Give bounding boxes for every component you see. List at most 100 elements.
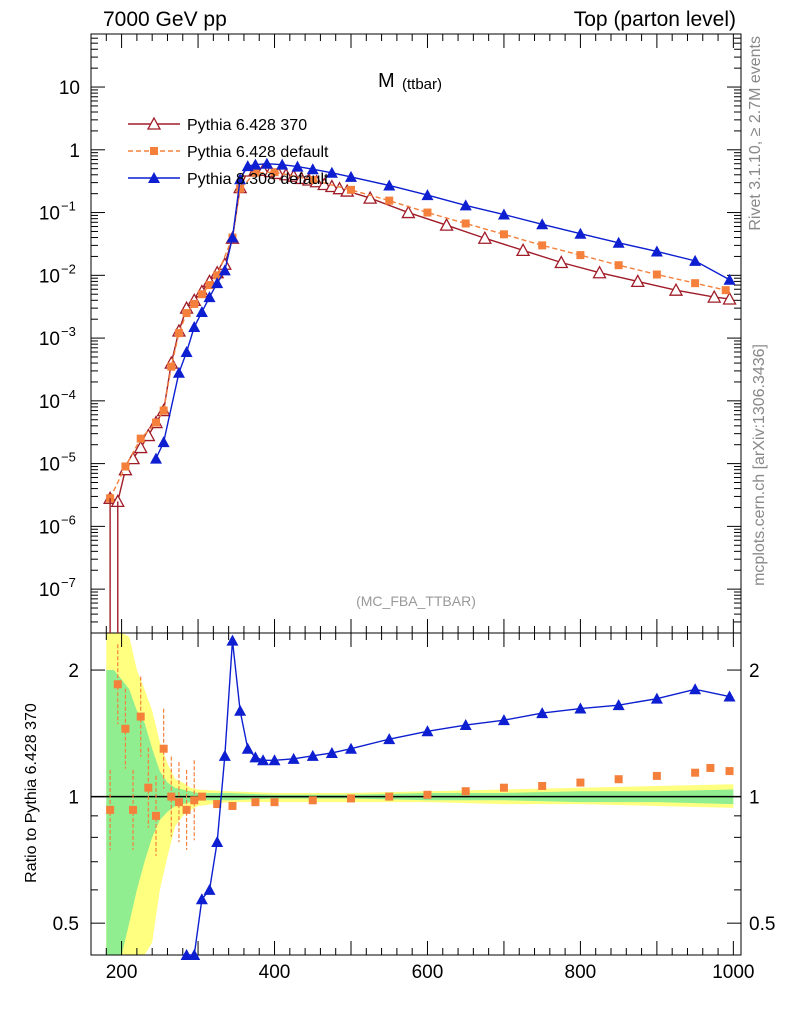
x-tick-label: 600 — [412, 962, 444, 983]
data-point — [385, 196, 394, 205]
ratio-point — [612, 699, 625, 711]
ratio-axis-label: Ratio to Pythia 6.428 370 — [23, 703, 40, 883]
series-1 — [106, 168, 730, 503]
data-point — [592, 265, 607, 279]
ratio-point — [182, 805, 191, 814]
ratio-point — [421, 725, 434, 737]
data-point — [477, 230, 492, 244]
data-point — [723, 273, 736, 285]
legend: Pythia 6.428 370 Pythia 6.428 default Pyth… — [128, 116, 329, 188]
series-0 — [103, 162, 737, 508]
x-tick-label: 800 — [565, 962, 597, 983]
data-point — [172, 366, 185, 378]
ratio-point — [211, 835, 224, 847]
data-point — [345, 170, 357, 182]
ratio-point — [499, 783, 508, 792]
data-point — [576, 251, 585, 260]
data-point — [383, 179, 396, 191]
ratio-point — [268, 754, 281, 766]
data-point — [249, 158, 262, 170]
data-point — [689, 254, 702, 266]
data-point — [421, 189, 434, 201]
data-point — [226, 231, 239, 243]
data-point — [121, 462, 130, 471]
data-point — [538, 241, 547, 250]
y-tick-label: 10 — [39, 266, 60, 287]
ratio-point — [306, 749, 319, 761]
ratio-point — [257, 754, 270, 766]
ratio-point — [190, 796, 199, 805]
data-point — [308, 176, 317, 185]
data-point — [213, 271, 222, 280]
data-point — [461, 219, 470, 228]
y-tick-exponent: −7 — [61, 575, 76, 590]
data-point — [188, 321, 201, 333]
data-point — [133, 440, 148, 454]
data-point — [497, 208, 510, 220]
data-point — [499, 230, 508, 239]
series-2 — [150, 157, 736, 464]
ratio-point — [174, 798, 183, 807]
ratio-point — [574, 702, 587, 714]
y-tick-exponent: −3 — [61, 324, 76, 339]
header-left-label: 7000 GeV pp — [103, 8, 227, 31]
y-tick-label: 10 — [59, 78, 80, 99]
ratio-point — [536, 707, 549, 719]
ratio-point — [325, 746, 338, 758]
ratio-point — [188, 949, 201, 960]
uncertainty-bands — [106, 633, 734, 955]
series-line — [155, 163, 730, 459]
ratio-point — [249, 751, 262, 763]
data-point — [211, 277, 224, 289]
data-point — [317, 177, 332, 191]
x-tick-label: 1000 — [712, 962, 754, 983]
ratio-point — [385, 792, 394, 801]
ratio-point — [308, 796, 317, 805]
ratio-y-tick-label: 1 — [68, 788, 79, 809]
chart-title: M — [378, 70, 395, 92]
ratio-point — [226, 634, 239, 646]
data-point — [218, 264, 231, 276]
data-point — [324, 179, 339, 193]
ratio-point — [144, 783, 153, 792]
data-point — [205, 281, 214, 290]
ratio-point — [652, 771, 661, 780]
ratio-point — [251, 798, 260, 807]
data-point — [325, 166, 338, 178]
ratio-point — [270, 798, 279, 807]
y-tick-exponent: −4 — [61, 387, 76, 402]
data-point — [291, 160, 304, 172]
y-tick-label: 10 — [39, 580, 60, 601]
ratio-point — [538, 781, 547, 790]
data-point — [159, 406, 168, 415]
y-tick-label: 10 — [39, 517, 60, 538]
data-point — [363, 190, 378, 204]
axis-ticks — [90, 33, 741, 955]
ratio-point — [497, 714, 510, 726]
ratio-point — [180, 949, 193, 960]
ratio-y-tick-label: 0.5 — [53, 914, 79, 935]
ratio-point — [213, 800, 222, 809]
ratio-point — [167, 792, 176, 801]
ratio-point — [725, 767, 734, 776]
data-point — [236, 184, 245, 193]
y-tick-exponent: −2 — [61, 261, 76, 276]
lower-frame — [90, 632, 742, 956]
data-point — [612, 236, 625, 248]
ratio-point — [614, 775, 623, 784]
ratio-point — [197, 792, 206, 801]
ratio-point — [691, 768, 700, 777]
ratio-point — [218, 749, 231, 761]
data-point — [459, 199, 472, 211]
data-point — [270, 168, 279, 177]
data-point — [554, 255, 569, 269]
data-point — [167, 362, 176, 371]
y-tick-label: 10 — [39, 392, 60, 413]
data-point — [150, 452, 162, 464]
data-point — [234, 173, 247, 185]
ratio-point — [203, 883, 216, 895]
data-point — [276, 158, 289, 170]
ratio-point — [106, 805, 115, 814]
